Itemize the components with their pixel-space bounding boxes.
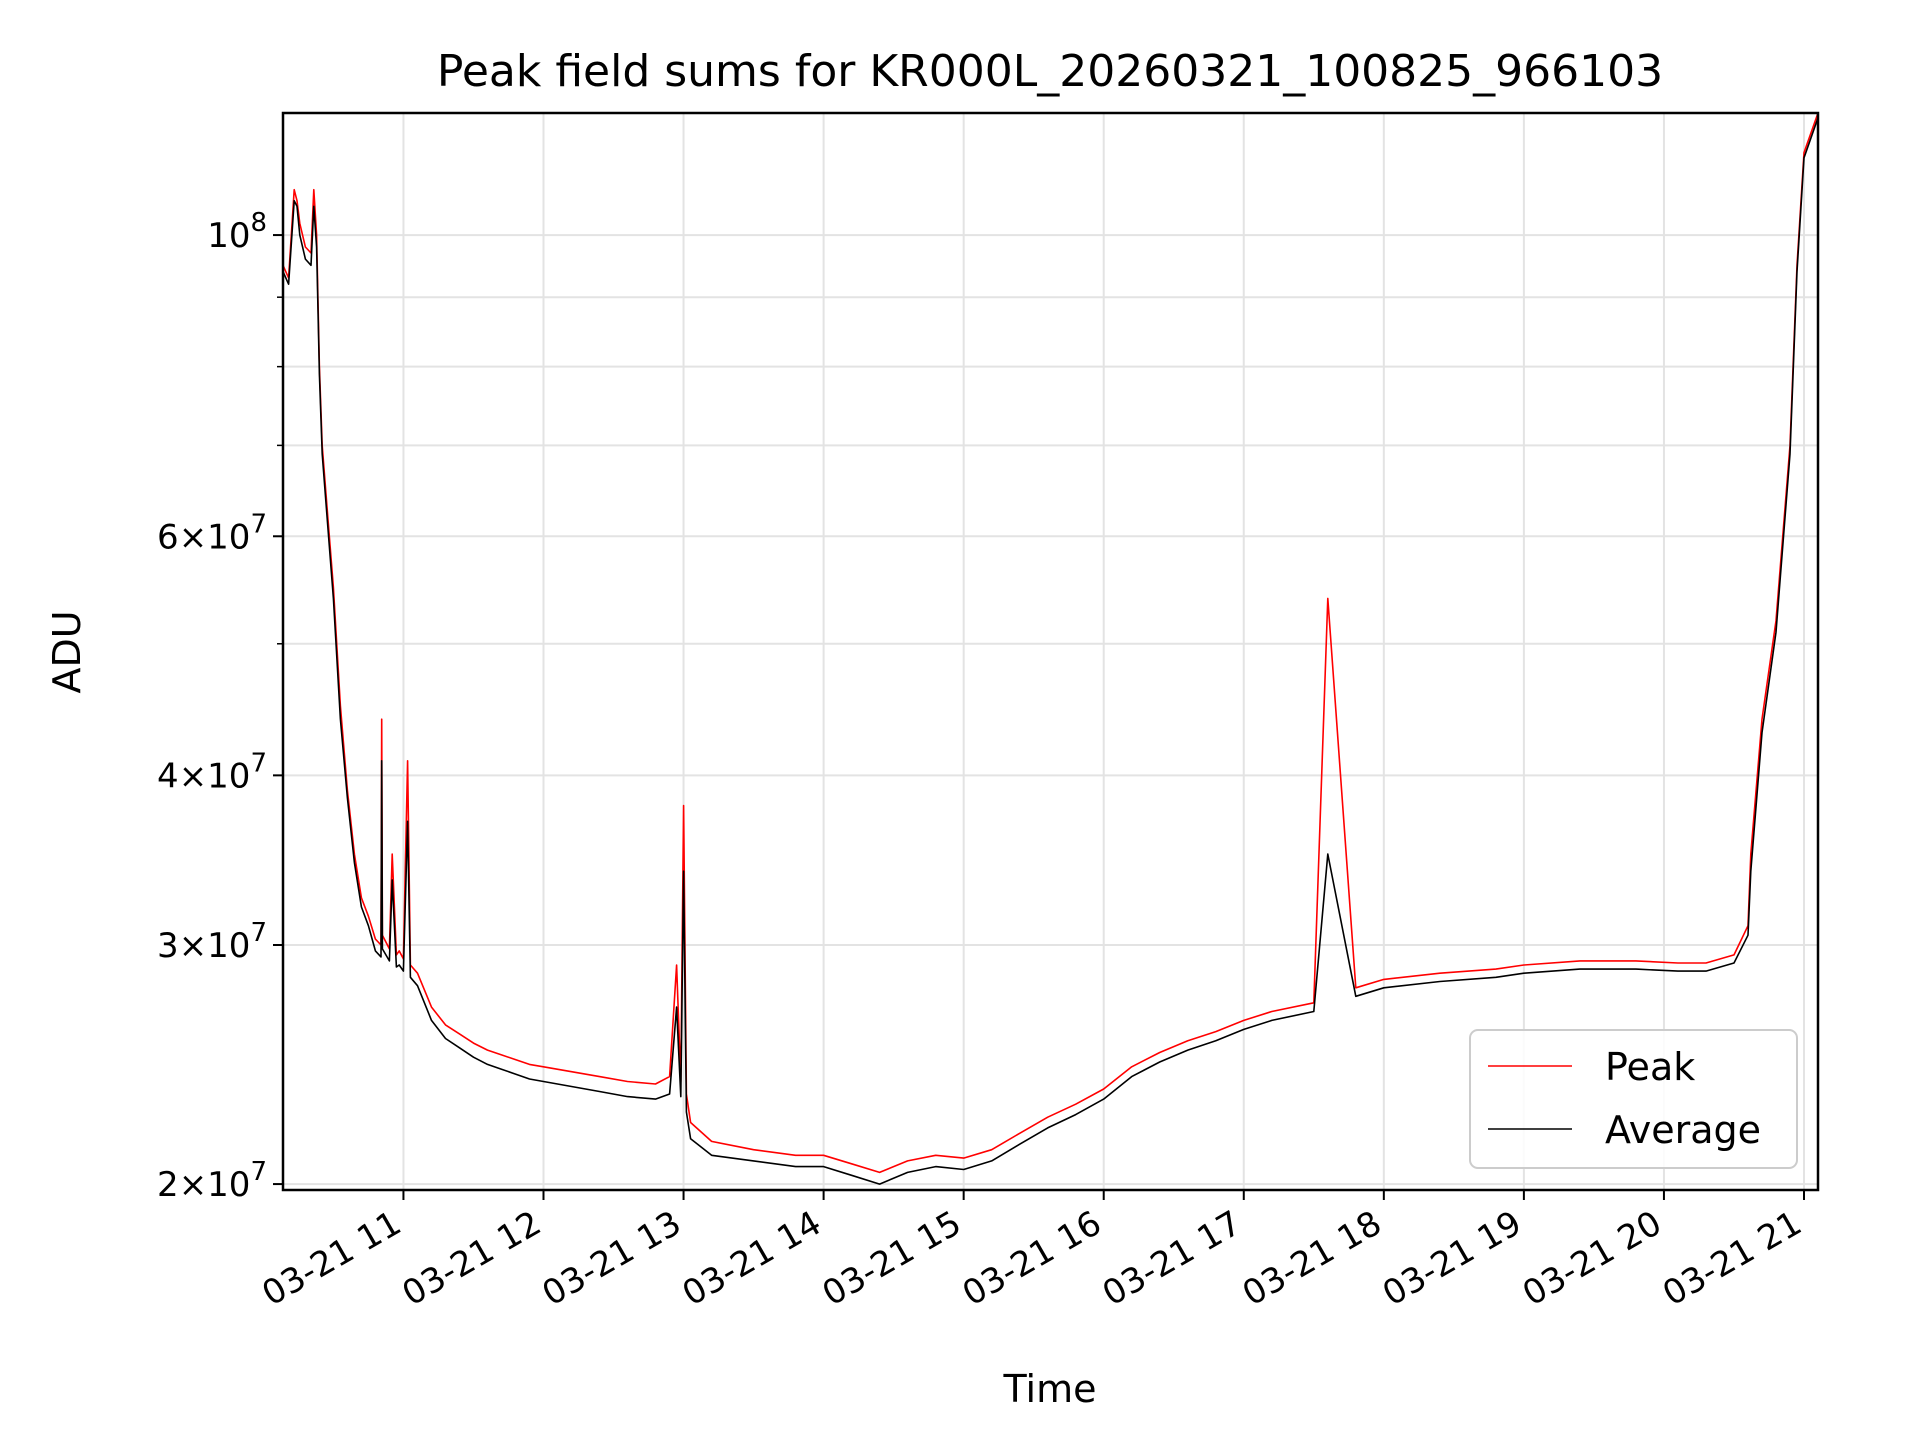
x-tick-label: 03-21 15 bbox=[816, 1203, 968, 1314]
y-tick-label: 4×107 bbox=[157, 748, 267, 796]
x-tick-label: 03-21 19 bbox=[1376, 1203, 1528, 1314]
series-line-average bbox=[282, 117, 1819, 1185]
x-tick-label: 03-21 17 bbox=[1096, 1203, 1248, 1314]
legend-peak-label: Peak bbox=[1605, 1045, 1695, 1089]
x-tick-label: 03-21 21 bbox=[1656, 1203, 1808, 1314]
x-tick-label: 03-21 14 bbox=[676, 1203, 828, 1314]
legend-box bbox=[1469, 1029, 1798, 1169]
y-axis-label: ADU bbox=[45, 610, 89, 693]
y-tick-label: 3×107 bbox=[157, 918, 267, 966]
x-tick-label: 03-21 18 bbox=[1236, 1203, 1388, 1314]
x-tick-label: 03-21 20 bbox=[1516, 1203, 1668, 1314]
series-line-peak bbox=[282, 112, 1819, 1174]
x-tick-label: 03-21 16 bbox=[956, 1203, 1108, 1314]
legend-average-label: Average bbox=[1605, 1108, 1761, 1152]
y-tick-label: 2×107 bbox=[157, 1157, 267, 1205]
x-tick-label: 03-21 13 bbox=[536, 1203, 688, 1314]
plot-series bbox=[282, 112, 1819, 1185]
y-axis-ticks: 2×107 3×107 4×107 6×107 108 bbox=[157, 208, 283, 1205]
grid-lines bbox=[283, 113, 1818, 1190]
legend: Peak Average bbox=[1469, 1029, 1798, 1169]
y-tick-label: 6×107 bbox=[157, 509, 267, 557]
x-tick-label: 03-21 12 bbox=[396, 1203, 548, 1314]
y-tick-label: 108 bbox=[207, 208, 267, 256]
chart-title: Peak field sums for KR000L_20260321_1008… bbox=[437, 46, 1663, 97]
x-tick-label: 03-21 11 bbox=[256, 1203, 408, 1314]
x-axis-label: Time bbox=[1003, 1367, 1097, 1411]
plot-frame bbox=[281, 111, 1820, 1192]
